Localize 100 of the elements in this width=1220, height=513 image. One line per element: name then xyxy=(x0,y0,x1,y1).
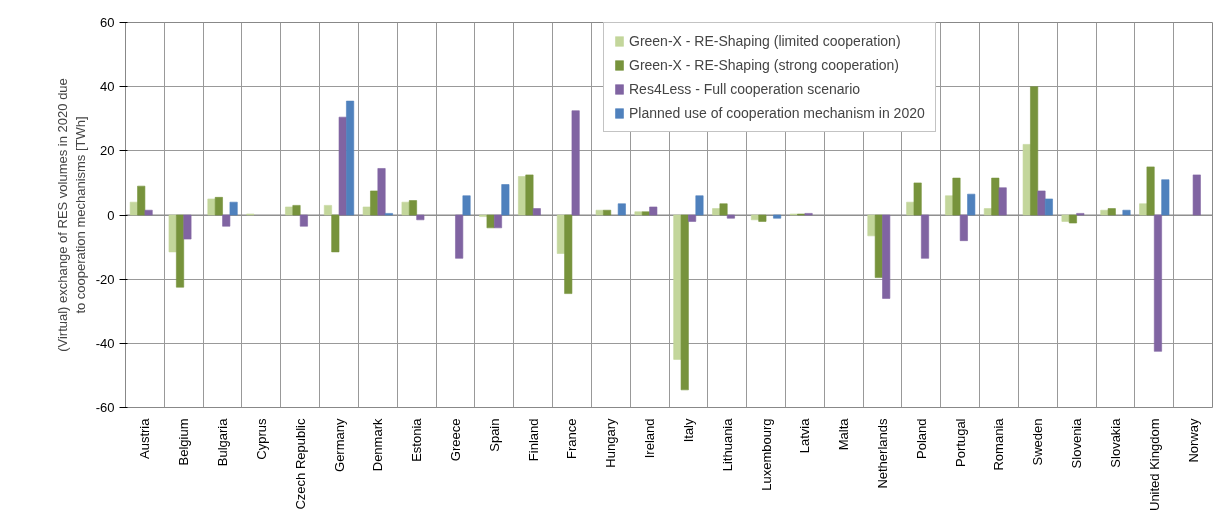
bar xyxy=(882,214,891,299)
bar xyxy=(952,177,961,216)
x-tick-label: Slovakia xyxy=(1107,417,1123,468)
bar xyxy=(920,214,930,259)
bar xyxy=(222,214,231,227)
x-tick-label: Czech Republic xyxy=(292,418,308,510)
bar xyxy=(564,214,573,295)
bar xyxy=(687,214,697,222)
bar xyxy=(229,201,238,216)
bar xyxy=(1192,174,1201,216)
x-tick-label: Sweden xyxy=(1030,418,1046,466)
x-tick-label: Portugal xyxy=(952,418,968,467)
bar xyxy=(486,214,495,229)
bar xyxy=(680,214,689,391)
bar xyxy=(501,184,510,216)
bar xyxy=(331,214,340,253)
bar xyxy=(641,211,651,216)
bar xyxy=(1107,208,1116,216)
bar xyxy=(649,206,658,216)
bar xyxy=(338,116,347,216)
bar xyxy=(634,211,643,216)
bar xyxy=(874,214,884,279)
legend-label: Planned use of cooperation mechanism in 2020 xyxy=(629,105,925,121)
bar xyxy=(175,214,185,288)
x-tick-label: Slovenia xyxy=(1069,417,1085,469)
bar xyxy=(1161,179,1170,216)
bar xyxy=(377,167,386,216)
y-axis-title: (Virtual) exchange of RES volumes in 2020 due to cooperation mechanisms [TWh] xyxy=(54,78,88,352)
bar xyxy=(983,208,993,216)
bar xyxy=(345,100,355,216)
legend-label: Green-X - RE-Shaping (limited cooperation) xyxy=(629,33,901,49)
bar xyxy=(299,214,309,227)
bar xyxy=(959,214,969,242)
bar xyxy=(207,198,216,216)
bar xyxy=(401,201,410,216)
bar xyxy=(183,214,192,240)
bar xyxy=(991,177,1000,216)
y-tick-label: -60 xyxy=(95,400,115,415)
bar xyxy=(1122,209,1131,216)
bar xyxy=(1029,86,1039,216)
bar xyxy=(493,214,503,229)
bar xyxy=(408,200,418,216)
bar xyxy=(913,182,922,216)
legend-label: Green-X - RE-Shaping (strong cooperation) xyxy=(629,57,900,73)
x-tick-label: Germany xyxy=(331,418,347,472)
bar xyxy=(695,195,704,216)
x-tick-label: Bulgaria xyxy=(215,417,231,467)
bar xyxy=(168,214,177,253)
bar xyxy=(726,214,736,219)
y-tick-label: -20 xyxy=(95,271,115,287)
x-tick-label: Ireland xyxy=(642,418,658,459)
bar xyxy=(595,209,604,216)
x-tick-label: Denmark xyxy=(370,418,386,472)
bar xyxy=(144,209,153,216)
x-tick-label: Greece xyxy=(447,418,463,462)
bar xyxy=(137,185,146,216)
bar xyxy=(602,209,612,216)
x-tick-label: Luxembourg xyxy=(758,418,774,491)
x-tick-label: Poland xyxy=(913,418,929,459)
x-tick-label: France xyxy=(564,418,580,459)
bar xyxy=(362,206,371,216)
bar xyxy=(416,214,425,221)
x-tick-label: Belgium xyxy=(176,418,192,466)
bar xyxy=(1022,143,1031,216)
x-tick-label: Norway xyxy=(1185,418,1201,463)
bar xyxy=(967,193,976,216)
bar xyxy=(1146,166,1155,216)
bar xyxy=(617,203,627,216)
bar xyxy=(772,214,782,219)
x-tick-label: Lithuania xyxy=(719,417,735,472)
bar xyxy=(532,208,541,216)
bar xyxy=(1061,214,1070,222)
bar xyxy=(1139,203,1148,216)
bar xyxy=(758,214,767,222)
bar xyxy=(284,206,294,216)
bar xyxy=(571,110,580,216)
y-tick-label: -40 xyxy=(95,335,115,351)
bar xyxy=(750,214,760,221)
x-tick-label: Estonia xyxy=(409,417,425,462)
x-tick-label: Latvia xyxy=(797,417,813,454)
bar xyxy=(1068,214,1078,224)
bar xyxy=(454,214,464,259)
y-tick-label: 40 xyxy=(100,79,115,95)
bar xyxy=(292,204,301,216)
bar xyxy=(711,208,721,216)
x-tick-label: Netherlands xyxy=(875,418,891,489)
bar xyxy=(998,187,1007,216)
bar xyxy=(719,203,728,216)
x-tick-label: Cyprus xyxy=(253,418,269,460)
x-tick-label: Romania xyxy=(991,417,1007,471)
bar xyxy=(1153,214,1163,352)
x-tick-label: Finland xyxy=(525,418,541,462)
bar xyxy=(1044,198,1054,216)
y-tick-label: 20 xyxy=(100,143,115,159)
bar xyxy=(323,204,333,216)
x-tick-label: Italy xyxy=(680,418,696,443)
legend-label: Res4Less - Full cooperation scenario xyxy=(629,81,861,97)
y-tick-label: 0 xyxy=(107,207,115,223)
x-tick-label: Austria xyxy=(137,417,153,459)
bar xyxy=(1037,190,1046,216)
